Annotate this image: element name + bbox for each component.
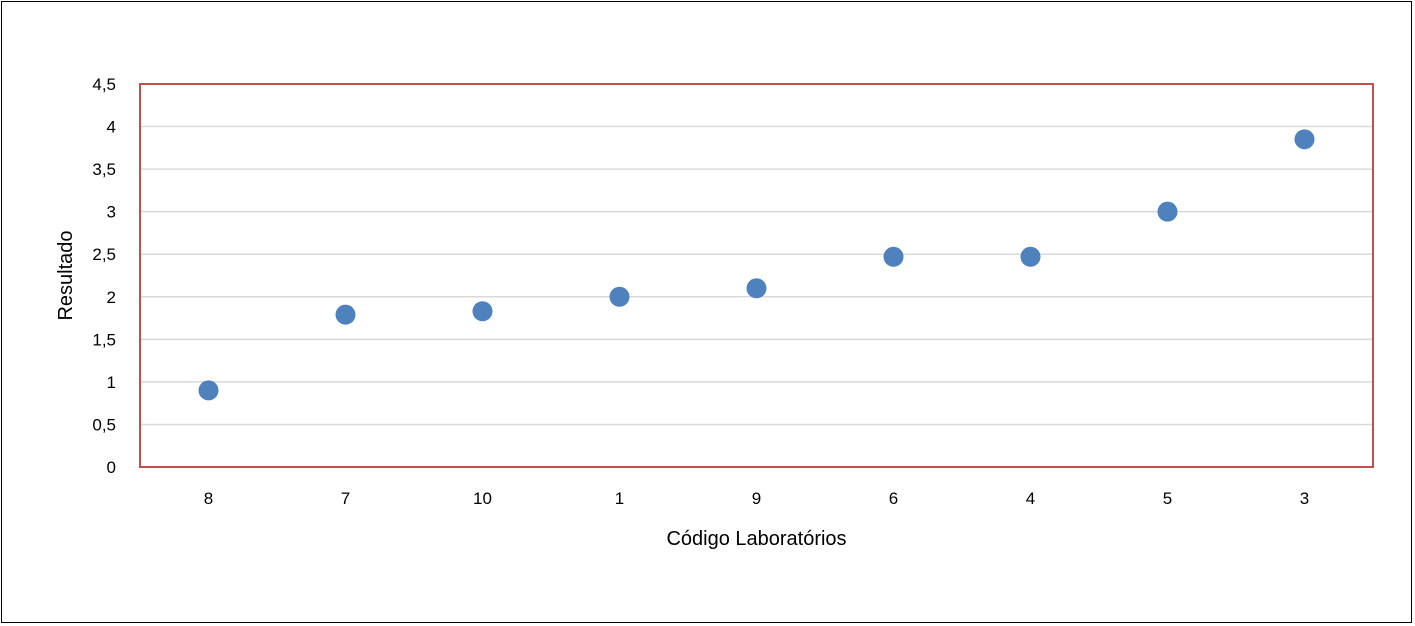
y-tick-label: 4,5 [92,75,116,94]
data-point [472,301,493,322]
x-tick-label: 9 [752,489,761,508]
data-point [335,304,356,325]
x-tick-label: 5 [1163,489,1172,508]
data-point [198,380,219,401]
data-point [609,286,630,307]
data-points [198,129,1315,401]
y-tick-label: 4 [107,118,116,137]
x-tick-label: 4 [1026,489,1035,508]
x-axis-title: Código Laboratórios [666,528,846,550]
x-tick-label: 8 [204,489,213,508]
data-point [1294,129,1315,150]
x-tick-label: 1 [615,489,624,508]
y-tick-label: 1 [107,373,116,392]
x-axis-ticks: 8 7 10 1 9 6 4 5 3 [204,489,1309,508]
plot-area-border [139,83,1374,468]
y-tick-label: 0,5 [92,415,116,434]
data-point [1157,201,1178,222]
x-tick-label: 10 [473,489,492,508]
x-tick-label: 3 [1300,489,1309,508]
data-point [883,246,904,267]
y-tick-label: 1,5 [92,330,116,349]
x-tick-label: 7 [341,489,350,508]
y-axis-ticks: 0 0,5 1 1,5 2 2,5 3 3,5 4 4,5 [92,75,116,477]
y-axis-title: Resultado [55,230,77,320]
data-point [746,278,767,299]
grid-lines [140,125,1373,426]
y-tick-label: 2 [107,288,116,307]
y-tick-label: 3,5 [92,160,116,179]
y-tick-label: 3 [107,203,116,222]
y-tick-label: 2,5 [92,245,116,264]
y-tick-label: 0 [107,458,116,477]
data-point [1020,246,1041,267]
x-tick-label: 6 [889,489,898,508]
